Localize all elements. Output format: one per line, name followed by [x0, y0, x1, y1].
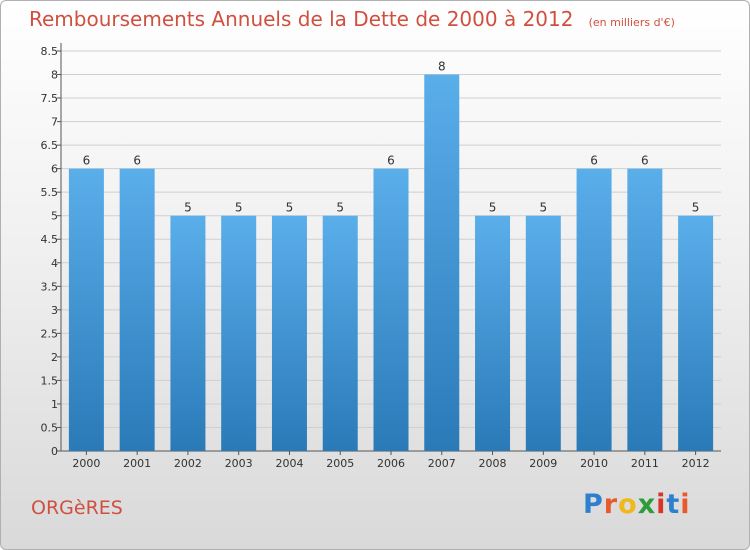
- data-label-2012: 5: [692, 201, 700, 215]
- bar-2010: [576, 168, 612, 451]
- logo-letter: i: [680, 489, 691, 520]
- x-tick-label-2011: 2011: [631, 457, 659, 470]
- chart-subtitle: (en milliers d'€): [588, 16, 675, 29]
- x-tick-label-2002: 2002: [174, 457, 202, 470]
- x-tick-label-2008: 2008: [479, 457, 507, 470]
- bar-2006: [373, 168, 409, 451]
- x-tick-label-2000: 2000: [72, 457, 100, 470]
- y-tick-label: 5: [51, 210, 58, 223]
- data-label-2001: 6: [133, 154, 141, 168]
- proxiti-logo: Proxiti: [583, 489, 691, 520]
- y-tick-label: 6: [51, 163, 58, 176]
- commune-name: ORGèRES: [31, 497, 123, 519]
- data-label-2006: 6: [387, 154, 395, 168]
- label-layer: 6 6 5 5 5 5 6 8 5 5 6 6 5: [83, 60, 700, 215]
- data-label-2000: 6: [83, 154, 91, 168]
- data-label-2009: 5: [539, 201, 547, 215]
- bar-2011: [627, 168, 663, 451]
- x-tick-label-2005: 2005: [326, 457, 354, 470]
- y-tick-label: 8: [51, 69, 58, 82]
- y-tick-label: 3: [51, 304, 58, 317]
- x-tick-label-2001: 2001: [123, 457, 151, 470]
- logo-letter: x: [637, 489, 657, 520]
- y-tick-label: 7: [51, 116, 58, 129]
- x-tick-label-2006: 2006: [377, 457, 405, 470]
- title-row: Remboursements Annuels de la Dette de 20…: [29, 7, 675, 31]
- x-tick-label-2009: 2009: [529, 457, 557, 470]
- data-label-2002: 5: [184, 201, 192, 215]
- logo-letter: i: [656, 489, 667, 520]
- y-tick-label: 0: [51, 445, 58, 458]
- data-label-2007: 8: [438, 60, 446, 74]
- data-label-2004: 5: [286, 201, 294, 215]
- bar-2012: [678, 215, 714, 451]
- bar-2005: [322, 215, 358, 451]
- y-tick-label: 6.5: [41, 139, 59, 152]
- logo-letter: t: [666, 489, 681, 520]
- logo-letter: o: [618, 489, 638, 520]
- bar-2001: [119, 168, 155, 451]
- chart-title: Remboursements Annuels de la Dette de 20…: [29, 7, 574, 31]
- y-tick-label: 1: [51, 398, 58, 411]
- bar-2004: [271, 215, 307, 451]
- data-label-2010: 6: [590, 154, 598, 168]
- y-tick-label: 3.5: [41, 280, 59, 293]
- x-tick-label-2012: 2012: [682, 457, 710, 470]
- bar-2000: [68, 168, 104, 451]
- bar-layer: [68, 74, 714, 451]
- data-label-2003: 5: [235, 201, 243, 215]
- bar-2007: [424, 74, 460, 451]
- y-tick-label: 8.5: [41, 45, 59, 58]
- y-tick-label: 2: [51, 351, 58, 364]
- data-label-2011: 6: [641, 154, 649, 168]
- y-tick-label: 7.5: [41, 92, 59, 105]
- bar-2003: [221, 215, 257, 451]
- bar-2002: [170, 215, 206, 451]
- x-tick-label-2004: 2004: [275, 457, 303, 470]
- x-tick-label-2010: 2010: [580, 457, 608, 470]
- y-tick-label: 1.5: [41, 374, 59, 387]
- y-tick-label: 2.5: [41, 327, 59, 340]
- y-tick-label: 0.5: [41, 421, 59, 434]
- logo-letter: r: [603, 489, 619, 520]
- data-label-2005: 5: [336, 201, 344, 215]
- y-tick-label: 4.5: [41, 233, 59, 246]
- y-tick-label: 5.5: [41, 186, 59, 199]
- bar-2008: [475, 215, 511, 451]
- bar-2009: [525, 215, 561, 451]
- y-tick-label: 4: [51, 257, 58, 270]
- logo-letter: P: [583, 489, 604, 520]
- x-tick-label-2007: 2007: [428, 457, 456, 470]
- data-label-2008: 5: [489, 201, 497, 215]
- x-tick-label-2003: 2003: [225, 457, 253, 470]
